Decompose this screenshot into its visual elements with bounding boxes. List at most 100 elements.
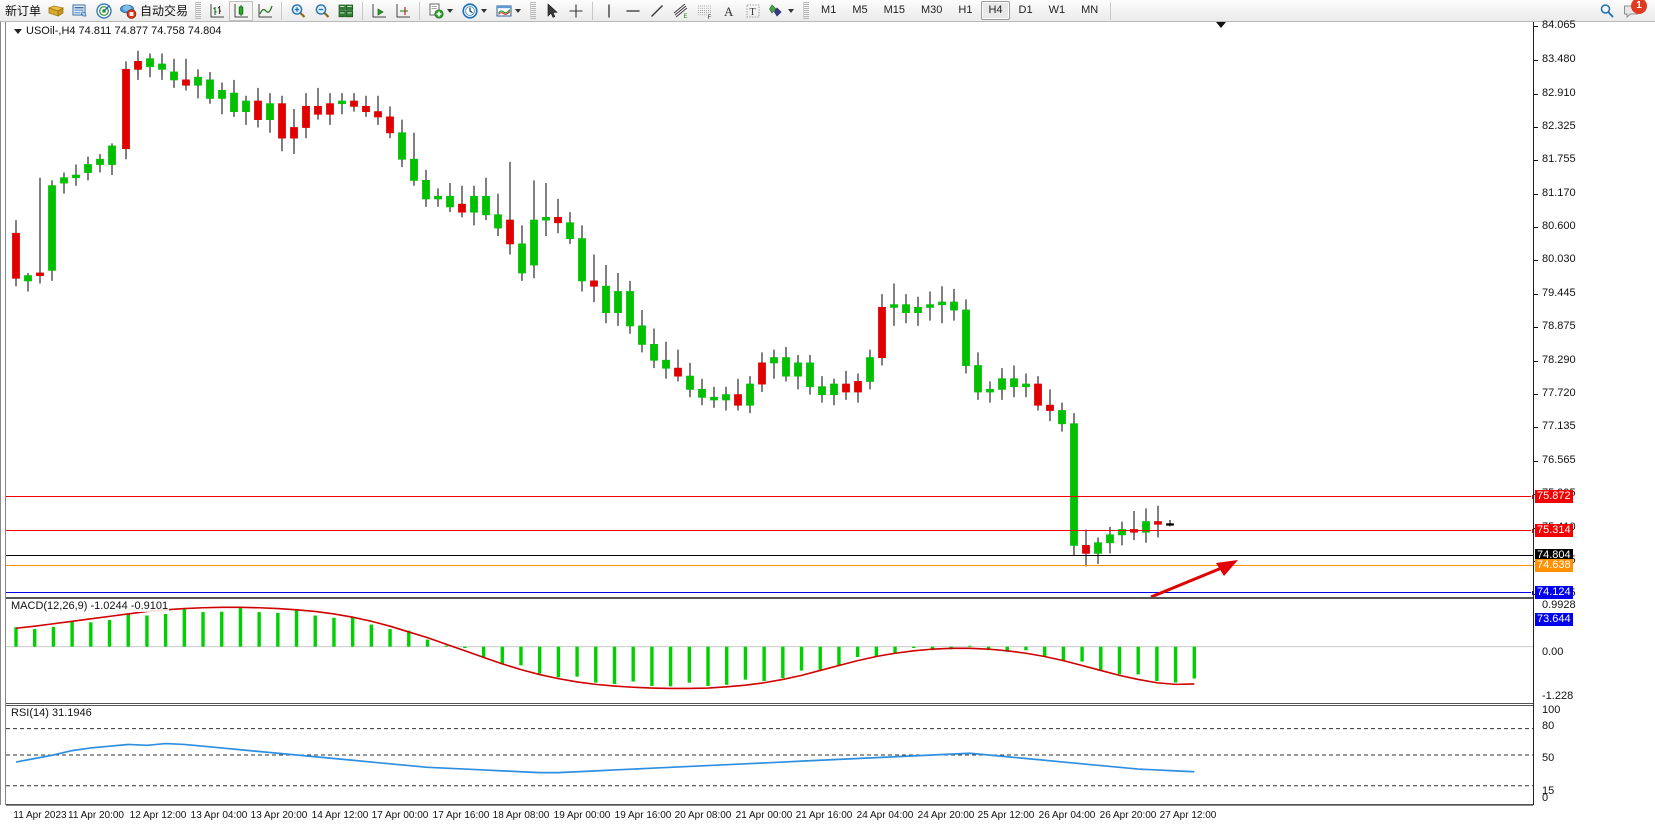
shapes-tool-button[interactable]	[765, 1, 799, 21]
time-label: 19 Apr 16:00	[614, 810, 672, 821]
bar-chart-icon	[208, 2, 226, 20]
shapes-icon	[768, 2, 786, 20]
price-tick	[1534, 294, 1538, 295]
fibonacci-tool-button[interactable]: F	[693, 1, 717, 21]
search-button[interactable]	[1595, 1, 1619, 21]
vertical-line-tool-button[interactable]	[597, 1, 621, 21]
price-tick	[1534, 394, 1538, 395]
time-label: 21 Apr 16:00	[795, 810, 853, 821]
chevron-down-icon[interactable]	[481, 8, 488, 13]
price-tick	[1534, 127, 1538, 128]
timeframe-mn[interactable]: MN	[1081, 4, 1099, 16]
support-line-1[interactable]	[6, 590, 1533, 596]
new-order-label: 新订单	[5, 4, 42, 18]
support-line-1-handle[interactable]	[1531, 590, 1533, 596]
toolbar-grip-3[interactable]	[803, 2, 810, 19]
signals-button[interactable]	[92, 1, 116, 21]
svg-text:E: E	[684, 14, 688, 20]
time-label: 17 Apr 16:00	[432, 810, 490, 821]
crosshair-tool-button[interactable]	[564, 1, 588, 21]
notifications-button[interactable]: 1	[1619, 0, 1647, 21]
zoom-out-icon	[313, 2, 331, 20]
templates-button[interactable]	[492, 1, 526, 21]
timeframe-h4[interactable]: H4	[981, 1, 1010, 20]
tile-windows-button[interactable]	[334, 1, 358, 21]
auto-scroll-button[interactable]	[391, 1, 415, 21]
price-chart-pane[interactable]: USOil-,H4 74.811 74.877 74.758 74.804	[6, 22, 1533, 598]
time-axis[interactable]: 11 Apr 2023 11 Apr 20:00 12 Apr 12:00 13 Ap…	[6, 805, 1533, 827]
time-label: 24 Apr 20:00	[917, 810, 975, 821]
auto-trading-button[interactable]: 自动交易	[116, 1, 191, 21]
chevron-down-icon[interactable]	[14, 28, 22, 34]
equidistant-channel-tool-button[interactable]: E	[669, 1, 693, 21]
trendline-tool-button[interactable]	[645, 1, 669, 21]
timeframe-m15[interactable]: M15	[883, 4, 905, 16]
timeframe-m30[interactable]: M30	[921, 4, 943, 16]
market-watch-icon	[71, 2, 89, 20]
svg-text:A: A	[724, 4, 734, 19]
rsi-axis-label: 15	[1542, 785, 1555, 797]
timeframe-w1[interactable]: W1	[1048, 4, 1066, 16]
text-label-tool-button[interactable]: T	[741, 1, 765, 21]
folder-icon	[47, 2, 65, 20]
current-price-line-price-tag[interactable]: 74.804	[1535, 549, 1573, 562]
macd-pane[interactable]: MACD(12,26,9) -1.0244 -0.9101	[6, 598, 1533, 704]
price-axis[interactable]: 84.065 83.480 82.910 82.325 81.755 81.170 80.6…	[1533, 19, 1655, 805]
support-line-2-price-tag[interactable]: 73.644	[1535, 613, 1573, 626]
auto-scroll-icon	[394, 2, 412, 20]
terminal-icon-button[interactable]	[44, 1, 68, 21]
text-icon: A	[720, 2, 738, 20]
time-label: 17 Apr 00:00	[371, 810, 429, 821]
horizontal-line-tool-button[interactable]	[621, 1, 645, 21]
chart-workspace: USOil-,H4 74.811 74.877 74.758 74.804 MA…	[0, 19, 1655, 827]
entry-line-price-tag[interactable]: 74.638	[1535, 559, 1573, 572]
svg-text:T: T	[750, 7, 756, 18]
chart-symbol-header[interactable]: USOil-,H4 74.811 74.877 74.758 74.804	[14, 25, 222, 37]
macd-svg	[6, 606, 1533, 690]
svg-text:F: F	[708, 15, 712, 20]
market-watch-button[interactable]	[68, 1, 92, 21]
timeframe-h1[interactable]: H1	[958, 4, 973, 16]
resistance-line-1-price-tag[interactable]: 75.872	[1535, 490, 1573, 503]
zoom-out-button[interactable]	[310, 1, 334, 21]
toolbar-right-group: 1	[1595, 0, 1655, 21]
current-price-line[interactable]	[6, 555, 1533, 556]
time-label: 11 Apr 20:00	[68, 810, 124, 821]
rsi-pane[interactable]: RSI(14) 31.1946	[6, 705, 1533, 805]
price-tick	[1534, 361, 1538, 362]
timeframe-m5[interactable]: M5	[852, 4, 868, 16]
support-line-1-price-tag[interactable]: 74.124	[1535, 586, 1573, 599]
timeframe-m1[interactable]: M1	[821, 4, 837, 16]
zoom-in-button[interactable]	[286, 1, 310, 21]
resistance-line-2-handle[interactable]	[1531, 528, 1533, 534]
chevron-down-icon[interactable]	[447, 8, 454, 13]
bar-chart-button[interactable]	[205, 1, 229, 21]
line-chart-button[interactable]	[253, 1, 277, 21]
horizontal-line-icon	[624, 2, 642, 20]
price-candles-svg	[12, 50, 1174, 567]
text-label-icon: T	[744, 2, 762, 20]
chevron-down-icon[interactable]	[788, 8, 795, 13]
price-axis-label: 84.065	[1542, 19, 1576, 31]
resistance-line-2-price-tag[interactable]: 75.314	[1535, 524, 1573, 537]
toolbar-grip-2[interactable]	[530, 2, 537, 19]
toolbar-separator-2	[362, 1, 364, 20]
add-indicator-button[interactable]	[424, 1, 458, 21]
fibonacci-icon: F	[696, 2, 714, 21]
resistance-line-2[interactable]	[6, 528, 1533, 534]
timeframe-d1[interactable]: D1	[1018, 4, 1033, 16]
candlestick-chart-button[interactable]	[229, 0, 254, 21]
period-button[interactable]	[458, 1, 492, 21]
chart-shift-button[interactable]	[367, 1, 391, 21]
vertical-line-icon	[600, 2, 618, 20]
price-tick	[1534, 26, 1538, 27]
entry-line[interactable]	[6, 565, 1533, 566]
resistance-line-1[interactable]	[6, 494, 1533, 500]
new-order-button[interactable]: 新订单	[2, 1, 44, 21]
toolbar-grip-1[interactable]	[195, 2, 202, 19]
chevron-down-icon[interactable]	[515, 8, 522, 13]
cursor-tool-button[interactable]	[540, 1, 564, 21]
text-tool-button[interactable]: A	[717, 1, 741, 21]
resistance-line-1-handle[interactable]	[1531, 494, 1533, 500]
